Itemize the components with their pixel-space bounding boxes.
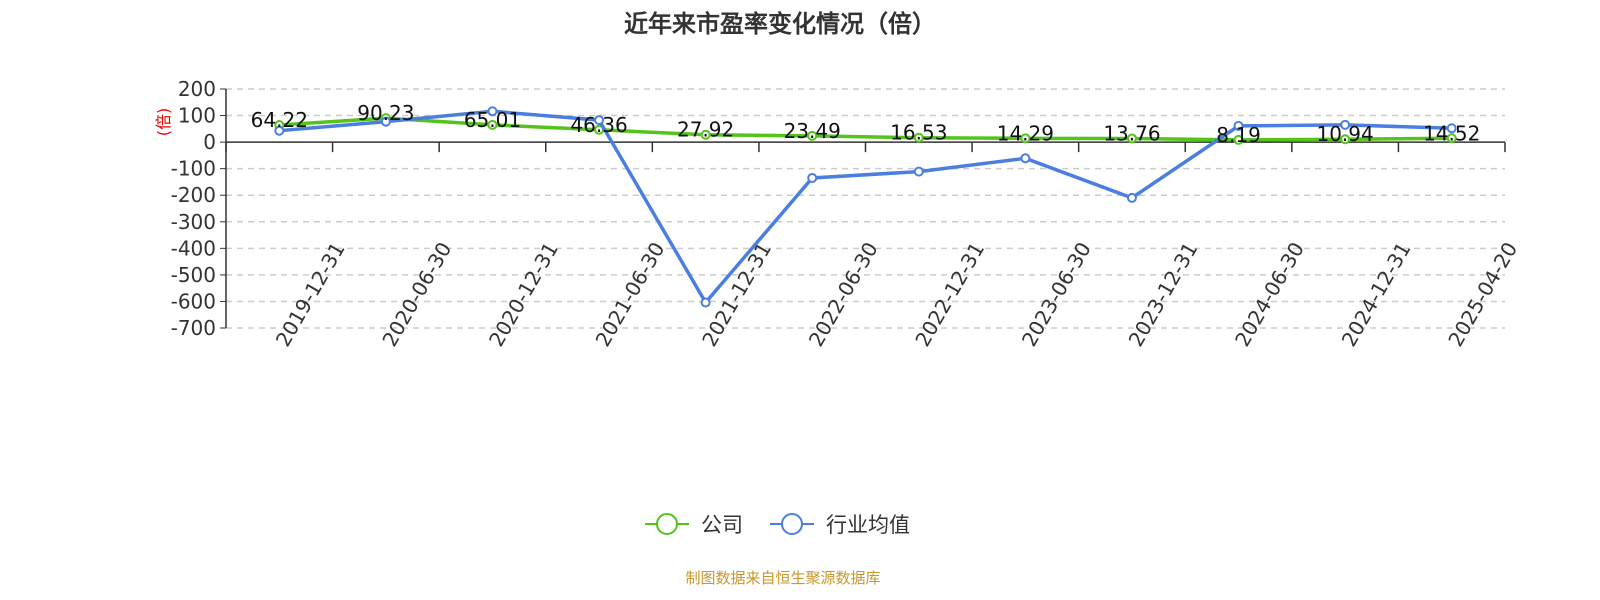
data-point [807, 130, 818, 141]
y-tick-label: -700 [171, 316, 216, 340]
data-point [1020, 133, 1031, 144]
legend-label: 行业均值 [826, 513, 910, 537]
data-point [1233, 120, 1244, 131]
data-point [1340, 119, 1351, 130]
data-label: 14.29 [997, 121, 1054, 145]
legend-marker [781, 513, 803, 535]
data-point [1126, 192, 1137, 203]
x-tick-label: 2021-06-30 [591, 238, 670, 351]
y-tick-label: -500 [171, 263, 216, 287]
data-point [700, 129, 711, 140]
data-label: 13.76 [1103, 121, 1160, 145]
x-tick-label: 2021-12-31 [697, 238, 776, 351]
y-tick-label: 100 [178, 104, 216, 128]
data-point [1446, 133, 1457, 144]
y-tick-label: -200 [171, 183, 216, 207]
data-point [274, 125, 285, 136]
data-point [913, 166, 924, 177]
data-point [1020, 153, 1031, 164]
data-point [1233, 134, 1244, 145]
data-label: 90.23 [357, 101, 414, 125]
source-note: 制图数据来自恒生聚源数据库 [685, 569, 880, 587]
series-line-0 [279, 116, 1452, 142]
series-line-1 [279, 109, 1452, 306]
data-label: 23.49 [784, 119, 841, 143]
x-tick-label: 2024-12-31 [1337, 238, 1416, 351]
x-tick-label: 2022-12-31 [910, 238, 989, 351]
data-label: 8.19 [1216, 123, 1261, 147]
data-point [913, 132, 924, 143]
data-label: 14.52 [1423, 121, 1480, 145]
x-tick-label: 2019-12-31 [271, 238, 350, 351]
data-label: 65.01 [464, 108, 521, 132]
legend-label: 公司 [701, 513, 743, 537]
x-tick-label: 2024-06-30 [1230, 238, 1309, 351]
data-label: 64.22 [251, 108, 308, 132]
data-point [807, 172, 818, 183]
y-tick-label: 0 [203, 130, 216, 154]
y-tick-label: -600 [171, 289, 216, 313]
data-point [1340, 134, 1351, 145]
data-label: 27.92 [677, 118, 734, 142]
data-point [487, 119, 498, 130]
y-tick-label: -300 [171, 210, 216, 234]
data-label: 16.53 [890, 121, 947, 145]
x-tick-label: 2020-06-30 [377, 238, 456, 351]
y-axis-label: (倍) [154, 108, 173, 137]
x-tick-label: 2022-06-30 [804, 238, 883, 351]
y-tick-label: 200 [178, 77, 216, 101]
data-point [380, 116, 391, 127]
x-tick-label: 2025-04-20 [1443, 238, 1522, 351]
data-point [487, 106, 498, 117]
data-point [1446, 123, 1457, 134]
legend-marker [656, 513, 678, 535]
data-label: 46.36 [570, 113, 627, 137]
x-tick-label: 2023-12-31 [1124, 238, 1203, 351]
data-point [700, 297, 711, 308]
data-point [594, 115, 605, 126]
y-tick-label: -100 [171, 157, 216, 181]
x-tick-label: 2020-12-31 [484, 238, 563, 351]
data-label: 10.94 [1316, 122, 1373, 146]
chart-title: 近年来市盈率变化情况（倍） [624, 10, 936, 38]
data-point [1126, 133, 1137, 144]
y-tick-label: -400 [171, 236, 216, 260]
x-tick-label: 2023-06-30 [1017, 238, 1096, 351]
